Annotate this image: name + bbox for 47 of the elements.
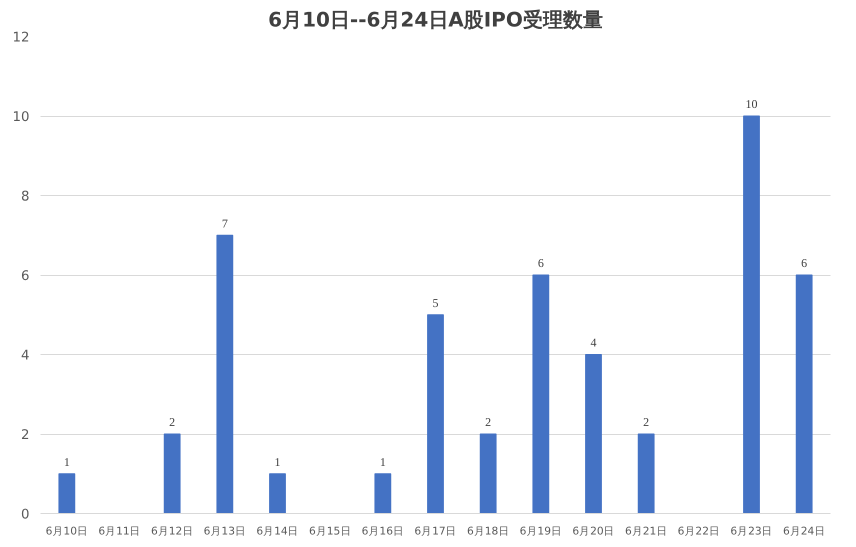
bar <box>164 434 181 514</box>
x-tick-label: 6月18日 <box>466 524 510 538</box>
x-tick-label: 6月11日 <box>98 524 141 538</box>
x-tick-label: 6月24日 <box>782 524 826 538</box>
y-tick-label: 10 <box>12 110 30 125</box>
x-tick-label: 6月22日 <box>678 524 720 538</box>
data-label: 2 <box>643 415 650 429</box>
x-tick-label: 6月23日 <box>730 524 773 538</box>
data-label: 1 <box>380 454 386 469</box>
x-tick-label: 6月10日 <box>46 524 88 538</box>
data-label: 4 <box>590 336 596 350</box>
bar <box>743 116 760 514</box>
x-tick-label: 6月14日 <box>256 524 299 538</box>
y-tick-label: 8 <box>21 190 30 204</box>
data-label: 10 <box>746 97 758 111</box>
bar <box>269 473 286 514</box>
bar <box>480 434 497 514</box>
data-label: 2 <box>169 415 176 429</box>
y-tick-label: 2 <box>21 428 30 443</box>
data-label: 1 <box>274 454 280 469</box>
data-label: 5 <box>432 296 438 310</box>
data-label: 6 <box>538 256 544 270</box>
bar <box>638 434 655 514</box>
x-tick-label: 6月15日 <box>308 524 352 538</box>
data-label: 7 <box>222 216 228 230</box>
x-tick-label: 6月19日 <box>520 524 562 538</box>
chart-title: 6月10日--6月24日A股IPO受理数量 <box>268 8 603 32</box>
y-tick-label: 6 <box>21 269 30 284</box>
data-label: 1 <box>64 454 70 469</box>
bar <box>216 234 234 514</box>
y-tick-label: 12 <box>12 30 30 46</box>
bar <box>374 473 392 514</box>
bar <box>796 274 813 514</box>
data-label: 6 <box>801 256 808 270</box>
bar <box>532 274 550 514</box>
y-tick-label: 0 <box>21 508 30 522</box>
data-label: 2 <box>485 415 492 429</box>
bar <box>585 354 602 514</box>
bar <box>427 314 444 514</box>
x-tick-label: 6月20日 <box>572 524 615 538</box>
bar <box>58 473 76 514</box>
x-tick-label: 6月13日 <box>204 524 246 538</box>
x-tick-label: 6月16日 <box>362 524 404 538</box>
x-tick-label: 6月21日 <box>624 524 668 538</box>
x-tick-label: 6月17日 <box>414 524 457 538</box>
x-tick-label: 6月12日 <box>150 524 194 538</box>
y-tick-label: 4 <box>21 348 30 364</box>
